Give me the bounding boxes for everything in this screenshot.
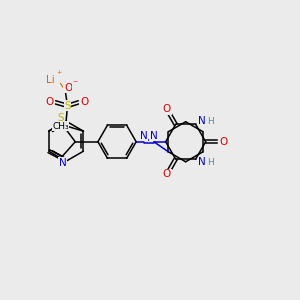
Text: N: N [150,131,158,141]
Text: H: H [207,158,214,166]
Text: N: N [59,158,67,168]
Text: O: O [163,169,171,179]
Text: O: O [64,82,72,93]
Text: H: H [207,117,214,126]
Text: S: S [58,113,64,124]
Text: O: O [80,97,88,107]
Text: ⁻: ⁻ [72,79,77,89]
Text: CH₃: CH₃ [52,122,69,130]
Text: N: N [198,157,206,167]
Text: O: O [219,137,227,147]
Text: ⁺: ⁺ [57,70,62,80]
Text: N: N [198,116,206,127]
Text: Li: Li [46,75,55,85]
Text: S: S [64,101,71,111]
Text: O: O [46,97,54,107]
Text: O: O [163,104,171,114]
Text: N: N [140,131,147,141]
